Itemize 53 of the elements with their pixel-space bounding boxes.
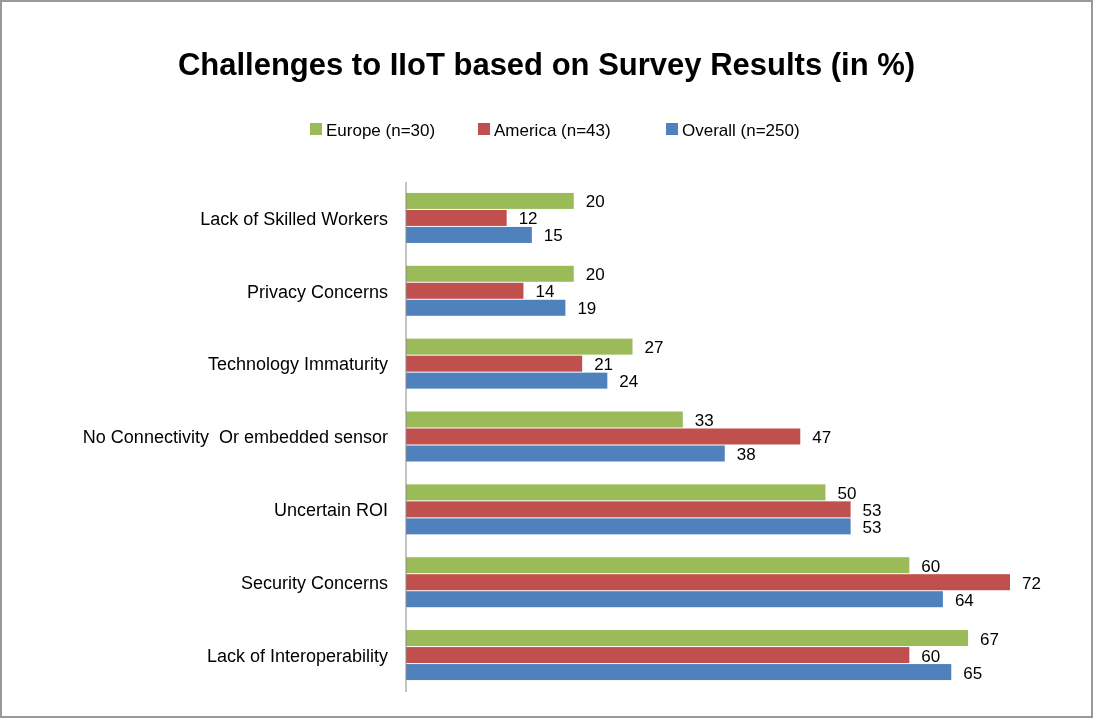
bar xyxy=(406,630,969,647)
data-label: 14 xyxy=(535,282,555,302)
bar xyxy=(406,484,826,501)
data-label: 64 xyxy=(954,590,974,610)
y-tick-label: Lack of Skilled Workers xyxy=(200,208,388,229)
data-label: 72 xyxy=(1022,573,1041,593)
y-tick-label: Technology Immaturity xyxy=(207,354,388,375)
data-label: 20 xyxy=(585,265,605,285)
data-label: 15 xyxy=(543,226,563,246)
data-label: 38 xyxy=(736,444,756,464)
bar xyxy=(406,226,532,243)
bar xyxy=(406,282,524,299)
data-label: 20 xyxy=(585,192,605,212)
legend-label: Overall (n=250) xyxy=(682,120,800,140)
data-label: 24 xyxy=(619,372,639,392)
bar xyxy=(406,647,910,664)
bar xyxy=(406,445,725,462)
bar xyxy=(406,372,608,389)
y-tick-label: Uncertain ROI xyxy=(273,500,388,521)
y-tick-label: Security Concerns xyxy=(240,573,388,594)
legend-label: Europe (n=30) xyxy=(326,120,436,140)
chart-title: Challenges to IIoT based on Survey Results (in %) xyxy=(177,47,916,82)
y-tick-label: Lack of Interoperability xyxy=(206,645,388,666)
bar xyxy=(406,299,566,316)
data-label: 65 xyxy=(963,663,983,683)
data-label: 53 xyxy=(862,500,882,520)
data-label: 19 xyxy=(577,299,597,319)
data-label: 60 xyxy=(921,646,941,666)
data-label: 67 xyxy=(980,629,999,649)
data-label: 50 xyxy=(837,483,857,503)
bar xyxy=(406,411,683,428)
bar xyxy=(406,574,1010,591)
y-tick-label: No Connectivity Or embedded sensor xyxy=(82,427,388,448)
y-tick-label: Privacy Concerns xyxy=(246,281,388,302)
bar xyxy=(406,591,943,608)
data-label: 53 xyxy=(862,517,882,537)
bar xyxy=(406,265,574,282)
bar xyxy=(406,338,633,355)
data-label: 60 xyxy=(921,556,941,576)
data-label: 21 xyxy=(594,355,614,375)
bar xyxy=(406,557,910,574)
bar xyxy=(406,428,801,445)
data-label: 12 xyxy=(518,209,538,229)
bar xyxy=(406,518,851,535)
data-label: 47 xyxy=(812,427,832,447)
bar xyxy=(406,664,952,681)
bar xyxy=(406,192,574,209)
bar xyxy=(406,355,583,372)
legend-label: America (n=43) xyxy=(494,120,611,140)
bar xyxy=(406,209,507,226)
bar xyxy=(406,501,851,518)
data-label: 27 xyxy=(644,338,664,358)
data-label: 33 xyxy=(694,410,714,430)
